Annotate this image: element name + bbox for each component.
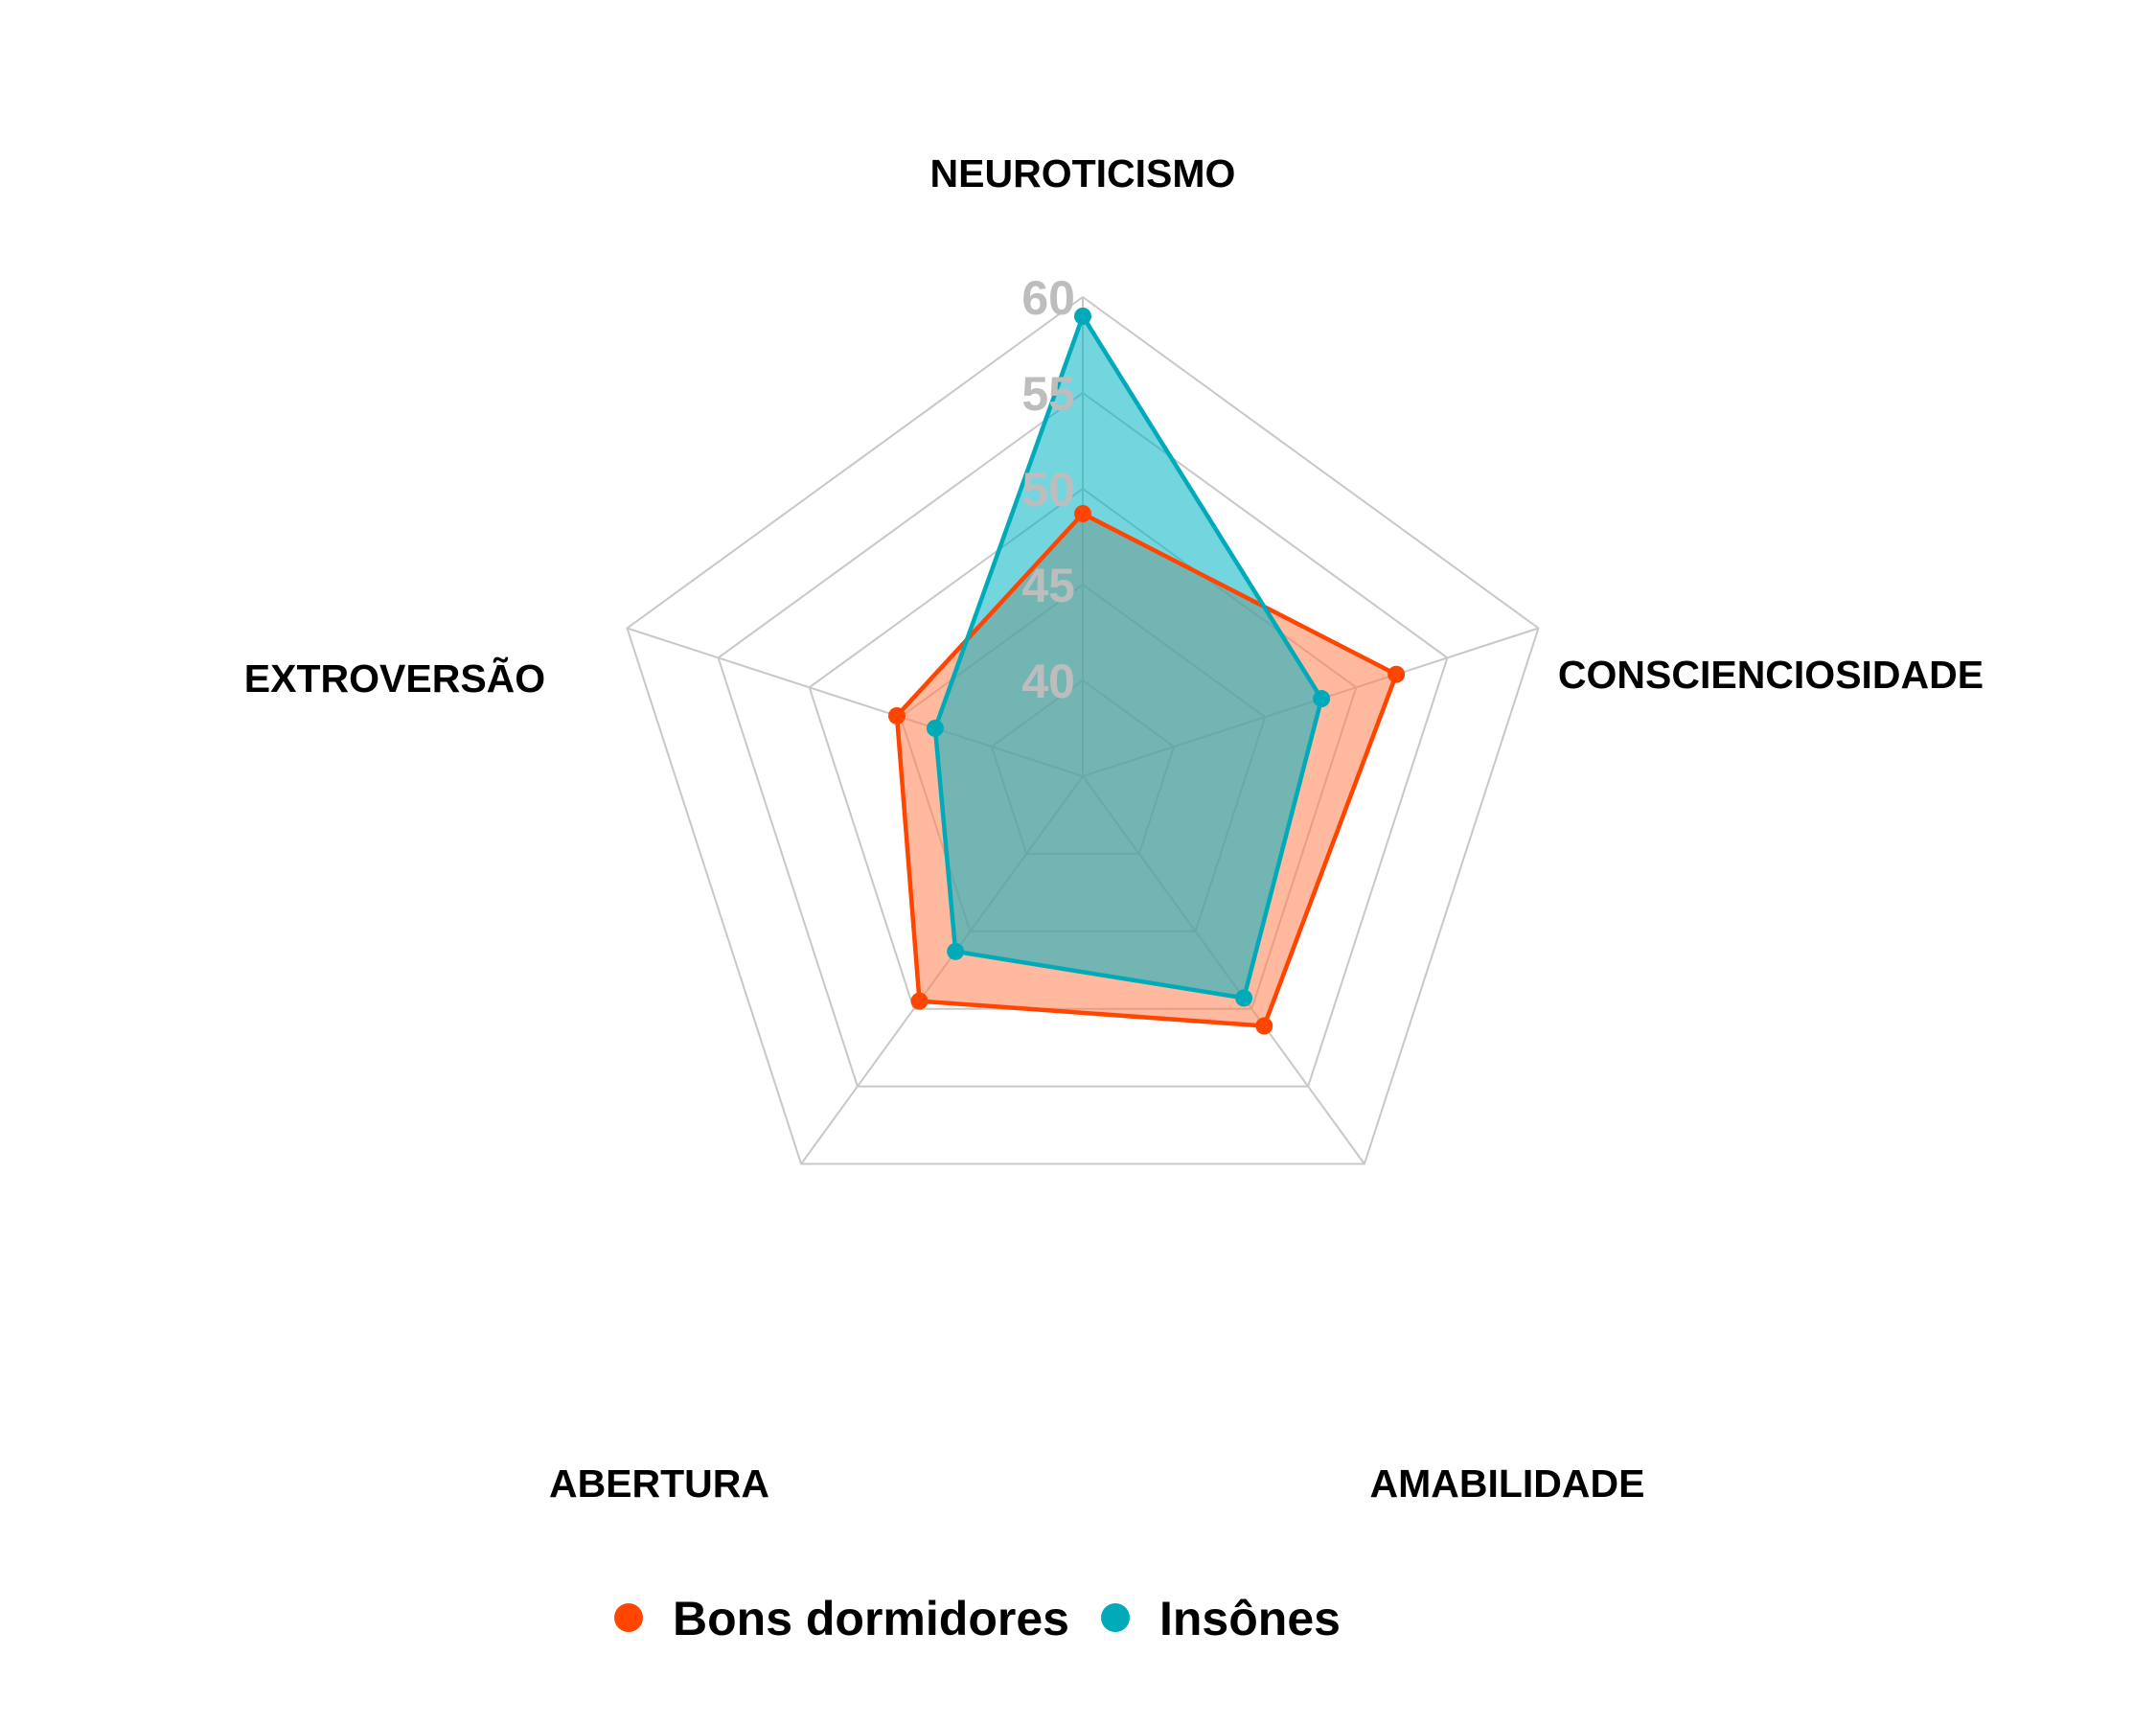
data-point-insones-neuroticismo xyxy=(1074,308,1091,325)
tick-label-60: 60 xyxy=(1021,271,1075,325)
data-point-bons-dormidores-amabilidade xyxy=(1255,1017,1273,1035)
data-point-bons-dormidores-extroversao xyxy=(887,706,906,724)
axis-label-layer: NEUROTICISMO CONSCIENCIOSIDADE AMABILIDADE… xyxy=(244,151,1984,1506)
data-point-insones-extroversao xyxy=(926,719,944,737)
tick-label-45: 45 xyxy=(1021,559,1075,612)
tick-label-55: 55 xyxy=(1021,367,1075,421)
legend-label-bons-dormidores: Bons dormidores xyxy=(673,1592,1069,1645)
legend-marker-bons-dormidores xyxy=(614,1603,643,1632)
data-point-bons-dormidores-abertura xyxy=(910,992,929,1010)
axis-label-neuroticismo: NEUROTICISMO xyxy=(930,151,1236,196)
data-point-insones-amabilidade xyxy=(1235,989,1253,1007)
legend-marker-insones xyxy=(1101,1603,1130,1632)
series-area-insones xyxy=(934,316,1322,999)
grid-ring-55 xyxy=(717,391,1449,1088)
tick-layer: 40 45 50 55 60 xyxy=(1021,271,1075,708)
axis-label-conscienciosidade: CONSCIENCIOSIDADE xyxy=(1558,653,1984,697)
series-layer xyxy=(887,308,1406,1035)
legend: Bons dormidores Insônes xyxy=(614,1592,1341,1645)
data-point-bons-dormidores-neuroticismo xyxy=(1074,505,1091,522)
series-line-bons-dormidores xyxy=(894,511,1399,1028)
data-point-bons-dormidores-conscienciosidade xyxy=(1388,665,1406,683)
axis-label-abertura: ABERTURA xyxy=(549,1461,769,1506)
grid-ring-60 xyxy=(626,295,1540,1165)
tick-label-50: 50 xyxy=(1021,463,1075,517)
series-line-insones xyxy=(932,313,1324,1000)
axis-label-extroversao: EXTROVERSÃO xyxy=(244,656,545,701)
data-point-insones-conscienciosidade xyxy=(1313,690,1331,708)
tick-label-40: 40 xyxy=(1021,655,1075,708)
legend-label-insones: Insônes xyxy=(1159,1592,1341,1645)
axis-label-amabilidade: AMABILIDADE xyxy=(1370,1461,1645,1506)
data-point-insones-abertura xyxy=(947,942,965,960)
